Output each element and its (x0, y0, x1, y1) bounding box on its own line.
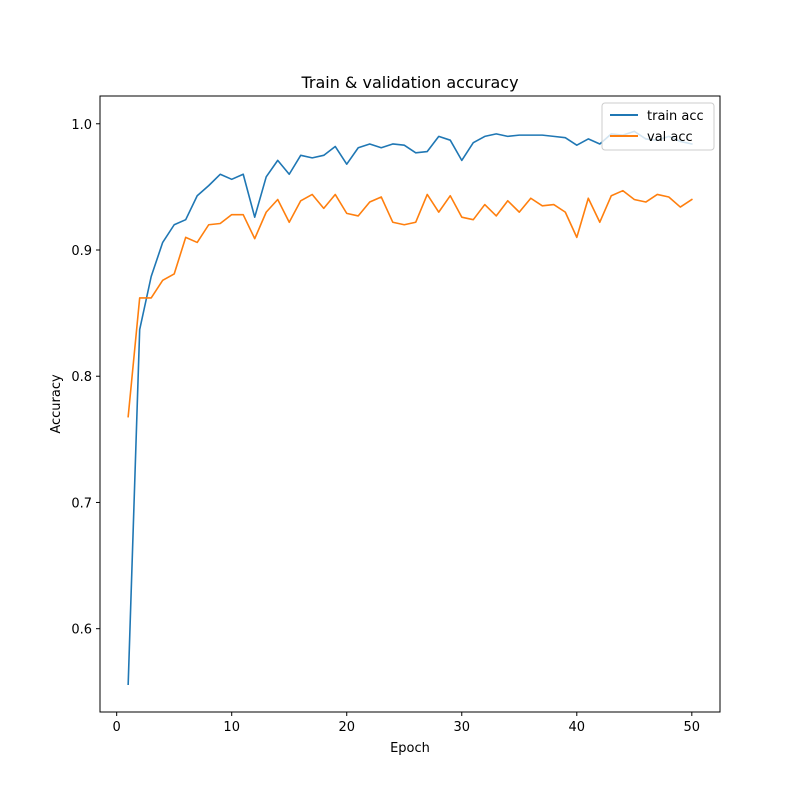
y-tick-label: 0.9 (71, 244, 92, 259)
x-tick-label: 50 (684, 720, 701, 735)
y-tick-label: 0.6 (71, 623, 92, 638)
legend-label-train-acc: train acc (647, 109, 704, 124)
y-tick-label: 0.7 (71, 496, 92, 511)
x-tick-label: 0 (113, 720, 121, 735)
series-line-val-acc (127, 189, 693, 418)
plot-frame (99, 95, 721, 713)
x-tick-label: 30 (453, 720, 470, 735)
legend: train acc val acc (601, 102, 715, 151)
plot-lines (127, 130, 693, 686)
legend-label-val-acc: val acc (647, 130, 693, 145)
x-tick-label: 20 (338, 720, 355, 735)
y-tick-label: 0.8 (71, 370, 92, 385)
x-tick-label: 10 (223, 720, 240, 735)
y-tick-label: 1.0 (71, 118, 92, 133)
y-axis: 0.6 0.7 0.8 0.9 1.0 (71, 118, 100, 638)
x-tick-label: 40 (569, 720, 586, 735)
x-axis: 0 10 20 30 40 50 (113, 712, 701, 735)
x-axis-label: Epoch (390, 741, 430, 756)
y-axis-label: Accuracy (49, 374, 64, 434)
chart-title: Train & validation accuracy (300, 73, 518, 92)
series-line-train-acc (127, 130, 693, 686)
